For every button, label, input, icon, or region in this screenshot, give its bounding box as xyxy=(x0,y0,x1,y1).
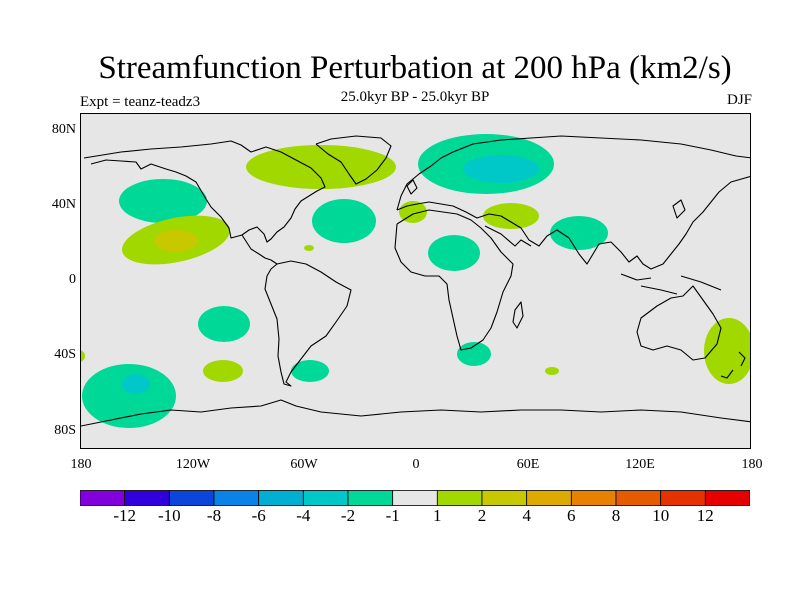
world-map xyxy=(81,134,750,428)
colorbar-tick-label: -8 xyxy=(206,506,222,525)
lon-label-0: 0 xyxy=(412,457,420,472)
lon-label-180e: 180 xyxy=(741,457,763,472)
anomaly-ne-pacific-core xyxy=(154,230,198,252)
colorbar-swatch xyxy=(392,490,438,506)
colorbar-tick-label: -4 xyxy=(296,506,311,525)
colorbar-tick-label: -1 xyxy=(385,506,400,525)
anomaly-n-atlantic xyxy=(312,199,376,243)
colorbar-swatch xyxy=(570,490,617,506)
anomaly-fields xyxy=(81,134,750,428)
colorbar-tick-label: 4 xyxy=(522,506,531,525)
colorbar-tick-label: 2 xyxy=(477,506,487,525)
colorbar-swatch xyxy=(615,490,662,506)
colorbar xyxy=(79,490,751,506)
lon-label-60w: 60W xyxy=(290,457,318,472)
colorbar-tick-label: -2 xyxy=(340,506,356,525)
anomaly-far-s-pacific xyxy=(82,364,176,428)
colorbar-swatch xyxy=(258,490,304,506)
colorbar-swatch xyxy=(347,490,394,506)
experiment-label: Expt = teanz-teadz3 xyxy=(80,94,201,110)
anomaly-s-pacific xyxy=(203,360,243,382)
map-panel xyxy=(80,113,751,449)
anomaly-s-asia xyxy=(550,216,608,250)
coastlines xyxy=(81,135,750,427)
colorbar-tick-label: 1 xyxy=(433,506,442,525)
anomaly-carib xyxy=(304,245,314,251)
lat-label-40s: 40S xyxy=(54,347,76,362)
colorbar-tick-label: 10 xyxy=(652,506,670,525)
colorbar-tick-label: -10 xyxy=(157,506,181,525)
colorbar-tick-label: -12 xyxy=(113,506,137,525)
lat-label-0: 0 xyxy=(69,272,76,287)
colorbar-swatch xyxy=(213,490,260,506)
map-title: Streamfunction Perturbation at 200 hPa (… xyxy=(98,50,732,86)
colorbar-swatch xyxy=(302,490,349,506)
anomaly-s-atlantic xyxy=(291,360,329,382)
lat-label-80s: 80S xyxy=(54,423,76,438)
colorbar-swatch xyxy=(124,490,170,506)
colorbar-swatch xyxy=(704,490,751,506)
anomaly-far-s-pacific-core xyxy=(122,374,150,394)
anomaly-new-zealand xyxy=(704,318,750,384)
anomaly-n-africa xyxy=(428,235,480,271)
colorbar-swatches xyxy=(79,490,751,506)
colorbar-swatch xyxy=(481,490,528,506)
anomaly-s-indian xyxy=(545,367,559,375)
lon-label-60e: 60E xyxy=(516,457,540,472)
lon-label-120e: 120E xyxy=(625,457,655,472)
lon-label-120w: 120W xyxy=(175,457,211,472)
anomaly-s-africa xyxy=(457,342,491,366)
anomaly-se-pacific xyxy=(198,306,250,342)
lat-label-80n: 80N xyxy=(51,122,76,137)
lat-label-40n: 40N xyxy=(51,197,76,212)
anomaly-dateline-west xyxy=(81,350,85,362)
map-subtitle: 25.0kyr BP - 25.0kyr BP xyxy=(340,89,490,105)
anomaly-greenland xyxy=(246,145,396,189)
season-label: DJF xyxy=(726,92,752,108)
colorbar-swatch xyxy=(79,490,126,506)
colorbar-tick-label: -6 xyxy=(251,506,266,525)
lon-label-180w: 180 xyxy=(70,457,92,472)
colorbar-swatch xyxy=(526,490,572,506)
colorbar-tick-label: 8 xyxy=(611,506,621,525)
colorbar-swatch xyxy=(436,490,483,506)
anomaly-scandinavia-core xyxy=(463,155,539,183)
anomaly-middle-east xyxy=(483,203,539,229)
colorbar-tick-label: 6 xyxy=(567,506,576,525)
colorbar-tick-label: 12 xyxy=(696,506,714,525)
colorbar-swatch xyxy=(168,490,215,506)
colorbar-swatch xyxy=(660,490,706,506)
anomaly-n-pacific xyxy=(119,179,207,223)
